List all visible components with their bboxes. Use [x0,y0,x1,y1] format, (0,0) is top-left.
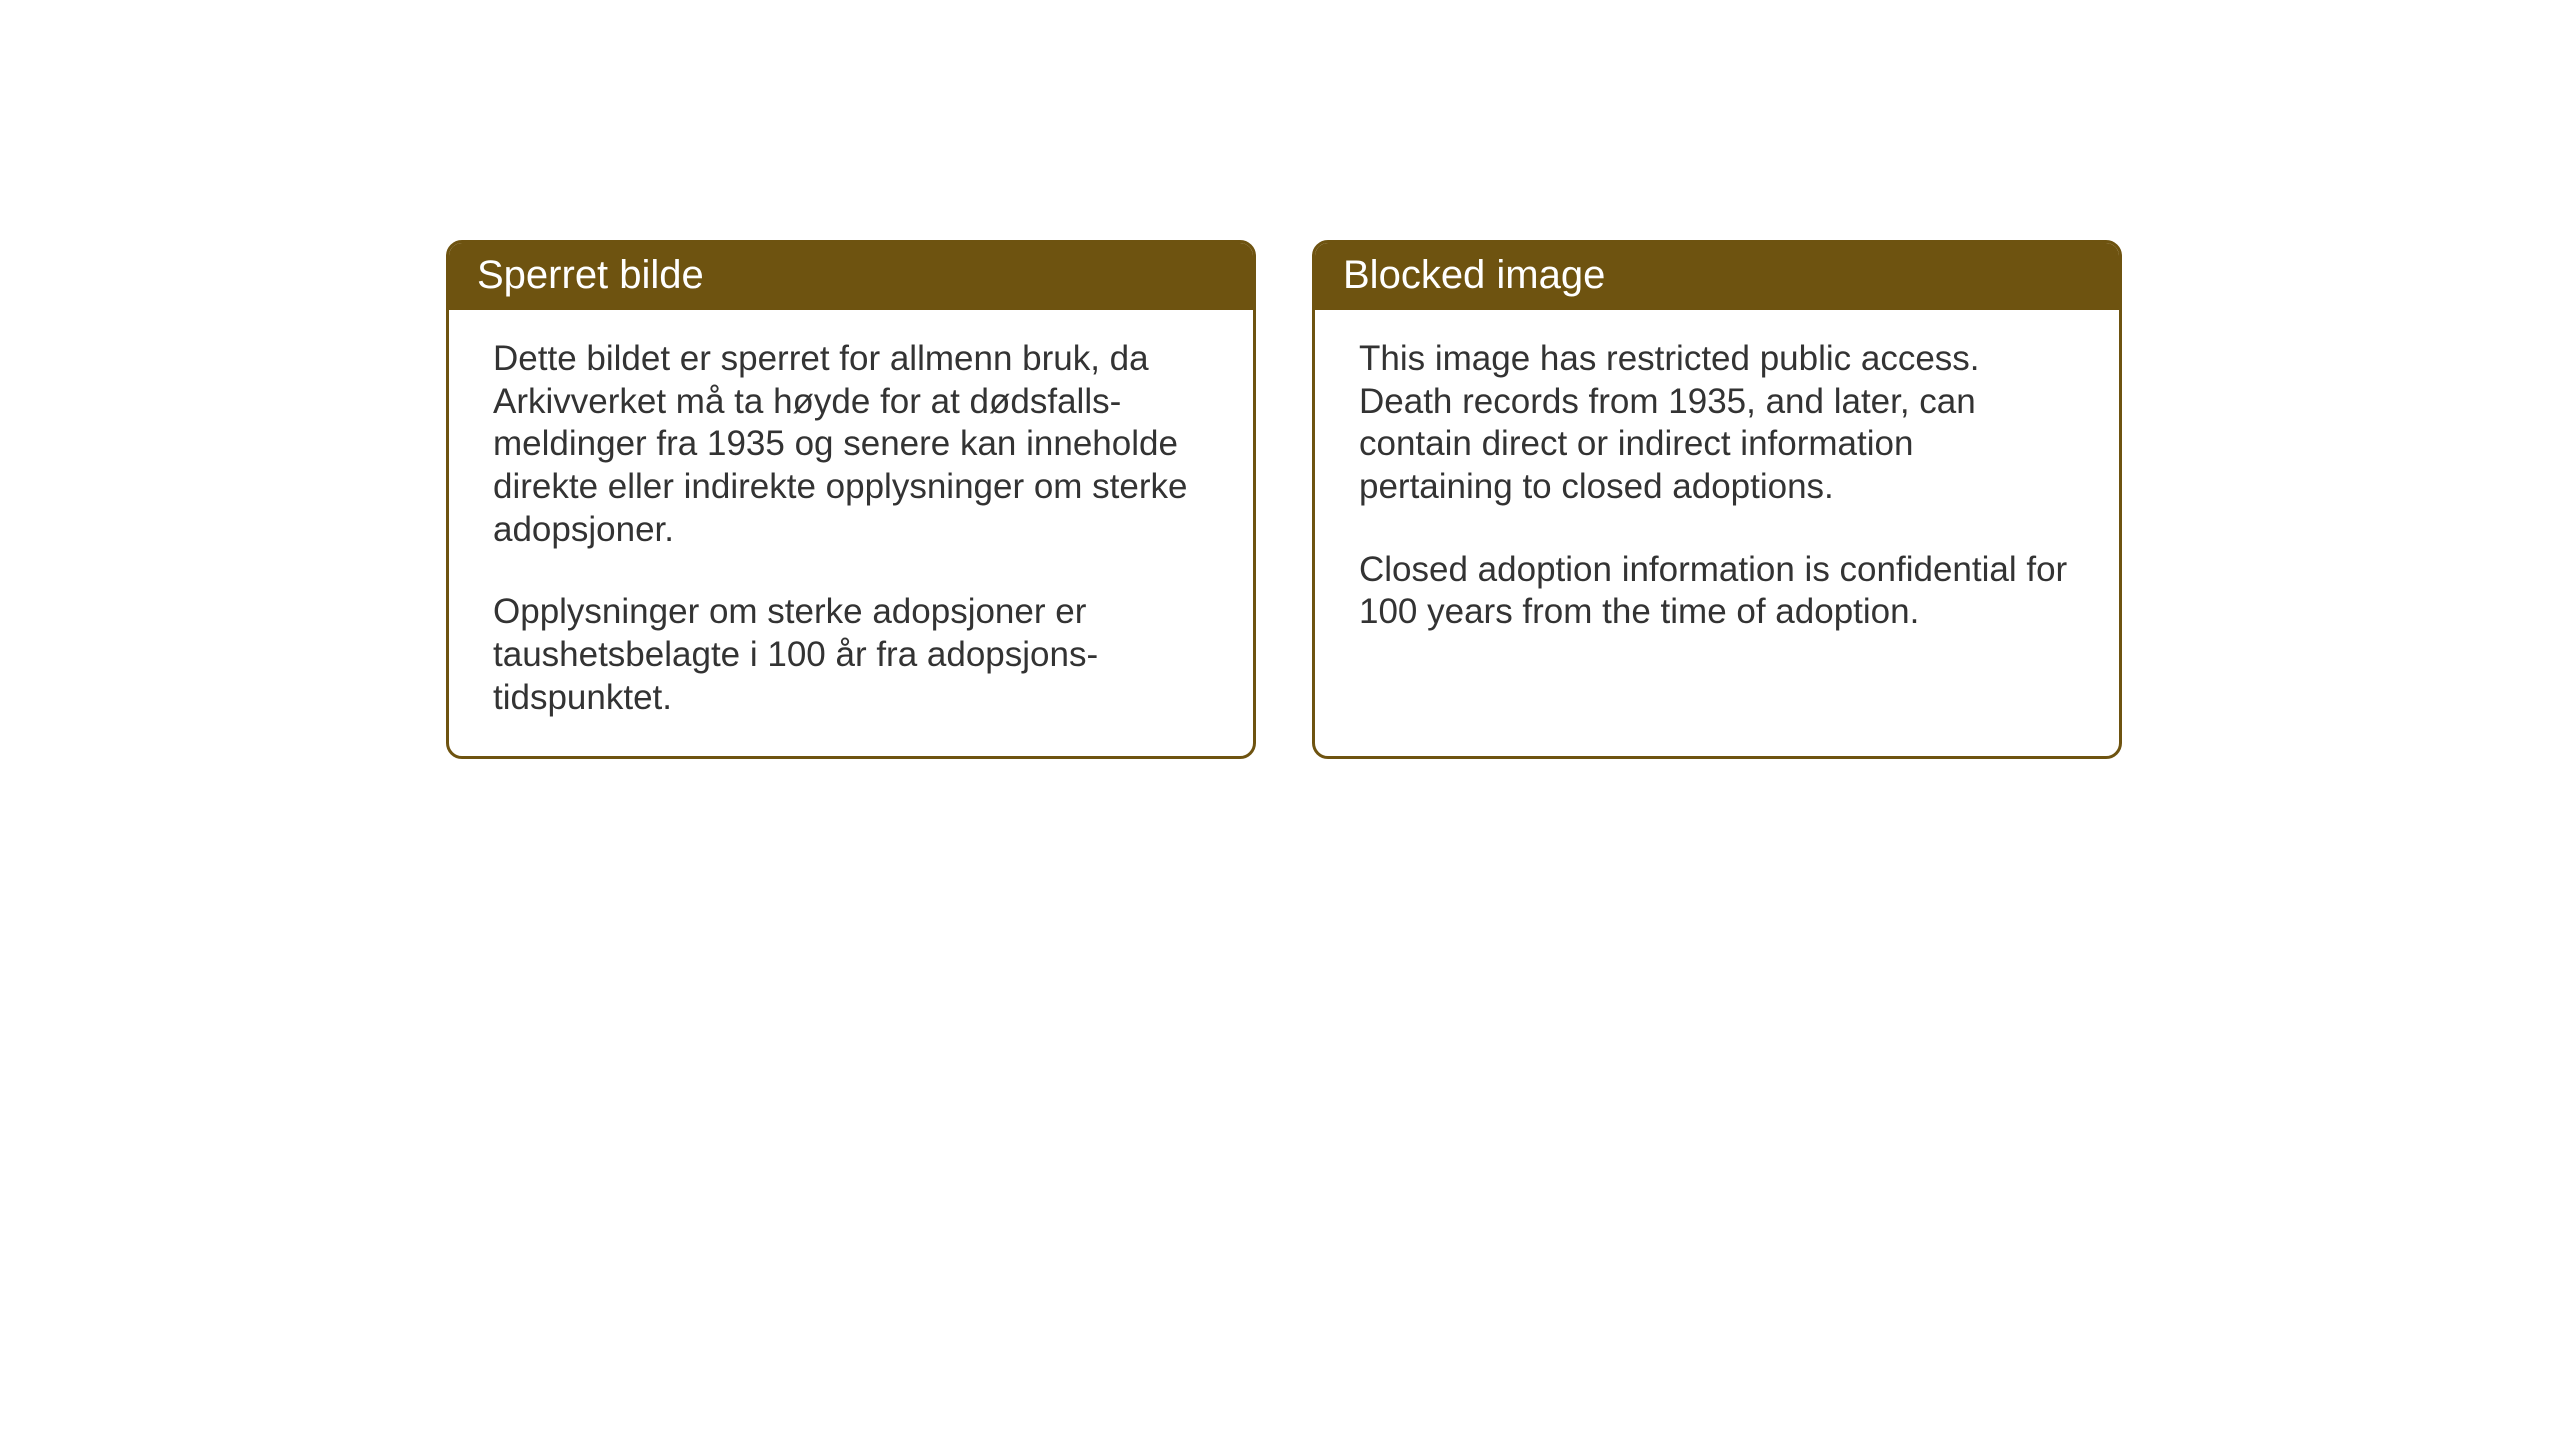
notice-container: Sperret bilde Dette bildet er sperret fo… [0,0,2560,759]
english-card-body: This image has restricted public access.… [1315,310,2119,670]
english-card-title: Blocked image [1315,243,2119,310]
english-paragraph-1: This image has restricted public access.… [1359,338,2075,509]
norwegian-notice-card: Sperret bilde Dette bildet er sperret fo… [446,240,1256,759]
norwegian-paragraph-1: Dette bildet er sperret for allmenn bruk… [493,338,1209,551]
norwegian-card-body: Dette bildet er sperret for allmenn bruk… [449,310,1253,756]
english-paragraph-2: Closed adoption information is confident… [1359,549,2075,634]
norwegian-card-title: Sperret bilde [449,243,1253,310]
norwegian-paragraph-2: Opplysninger om sterke adopsjoner er tau… [493,591,1209,719]
english-notice-card: Blocked image This image has restricted … [1312,240,2122,759]
